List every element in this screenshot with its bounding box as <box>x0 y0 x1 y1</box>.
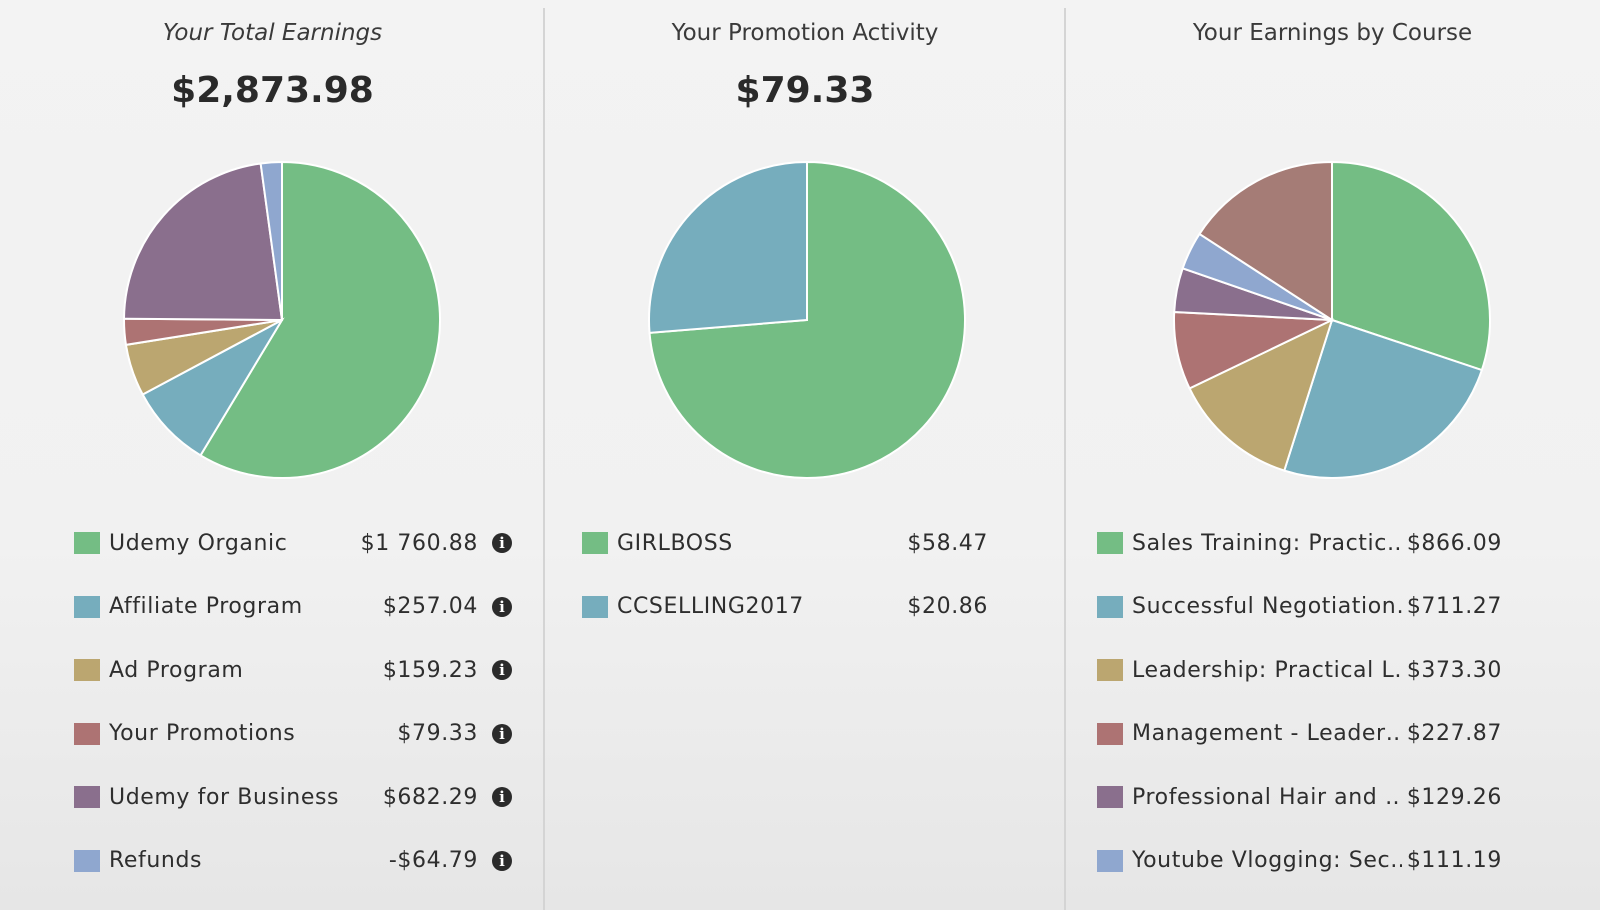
legend-item: Leadership: Practical L… <box>1097 650 1402 690</box>
legend-value: $866.09 <box>1406 530 1502 556</box>
promotion-activity-amount: $79.33 <box>735 70 875 111</box>
pie-slice-udemy-organic[interactable] <box>199 160 441 479</box>
total-earnings-panel: Your Total Earnings $2,873.98 Udemy Orga… <box>0 0 545 910</box>
legend-swatch <box>1097 786 1123 808</box>
legend-label: Sales Training: Practic… <box>1132 530 1402 556</box>
legend-label: Youtube Vlogging: Sec… <box>1132 848 1402 873</box>
legend-item: Successful Negotiation… <box>1097 587 1402 627</box>
earnings-by-course-panel: Your Earnings by Course Sales Training: … <box>1065 0 1600 910</box>
legend-swatch <box>74 849 100 872</box>
legend-swatch <box>1097 532 1123 554</box>
legend-label: Affiliate Program <box>109 594 303 619</box>
pie-slice-sales-training-practic[interactable] <box>1331 160 1491 372</box>
panel-divider <box>543 8 545 910</box>
legend-item: GIRLBOSS <box>582 523 733 563</box>
legend-value: $79.33 <box>397 721 478 746</box>
legend-label: Leadership: Practical L… <box>1132 657 1402 683</box>
legend-swatch <box>1097 849 1123 872</box>
earnings-by-course-pie[interactable] <box>1170 158 1494 482</box>
legend-value: $58.47 <box>907 530 988 556</box>
pie-slice-other[interactable] <box>1198 160 1333 322</box>
legend-swatch <box>1097 722 1123 745</box>
legend-label: Ad Program <box>109 657 244 683</box>
pie-slice-affiliate-program[interactable] <box>141 317 285 457</box>
legend-label: Udemy for Business <box>109 784 340 810</box>
panel-divider <box>1064 8 1066 910</box>
legend-item: Affiliate Program <box>74 587 303 627</box>
legend-value: $227.87 <box>1406 721 1502 746</box>
info-icon[interactable]: i <box>492 723 512 744</box>
legend-label: Your Promotions <box>109 721 296 746</box>
total-earnings-amount: $2,873.98 <box>171 70 374 111</box>
legend-item: Youtube Vlogging: Sec… <box>1097 841 1402 881</box>
legend-label: Udemy Organic <box>109 530 288 556</box>
legend-item: CCSELLING2017 <box>582 587 804 627</box>
legend-item: Professional Hair and … <box>1097 777 1402 817</box>
promotion-activity-title: Your Promotion Activity <box>671 20 939 46</box>
legend-value: $373.30 <box>1406 657 1502 683</box>
earnings-by-course-title: Your Earnings by Course <box>1192 20 1473 46</box>
legend-label: Management - Leader… <box>1132 721 1402 746</box>
promotion-activity-pie[interactable] <box>645 158 969 482</box>
legend-swatch <box>74 659 100 681</box>
total-earnings-pie[interactable] <box>120 158 444 482</box>
info-icon[interactable]: i <box>492 533 512 553</box>
pie-slice-udemy-for-business[interactable] <box>122 162 284 322</box>
info-icon[interactable]: i <box>492 787 512 807</box>
total-earnings-title: Your Total Earnings <box>162 20 383 46</box>
legend-value: $111.19 <box>1406 848 1502 873</box>
legend-value: -$64.79 <box>388 848 478 873</box>
legend-item: Ad Program <box>74 650 243 690</box>
legend-item: Udemy for Business <box>74 777 339 817</box>
info-icon[interactable]: i <box>492 660 512 680</box>
legend-label: CCSELLING2017 <box>617 594 804 619</box>
legend-label: Successful Negotiation… <box>1132 594 1402 619</box>
legend-item: Your Promotions <box>74 714 295 754</box>
promotion-activity-panel: Your Promotion Activity $79.33 GIRLBOSS $… <box>545 0 1065 910</box>
legend-swatch <box>582 532 608 554</box>
legend-item: Management - Leader… <box>1097 714 1402 754</box>
legend-value: $682.29 <box>382 784 478 810</box>
info-icon[interactable]: i <box>492 596 512 617</box>
legend-swatch <box>1097 595 1123 618</box>
legend-swatch <box>74 532 100 554</box>
pie-slice-leadership-practical-l[interactable] <box>1188 318 1334 472</box>
pie-slice-ccselling2017[interactable] <box>648 160 808 334</box>
legend-swatch <box>582 595 608 618</box>
legend-swatch <box>1097 659 1123 681</box>
legend-value: $159.23 <box>382 657 478 683</box>
pie-slice-refunds[interactable] <box>259 160 283 321</box>
legend-value: $20.86 <box>907 594 988 619</box>
legend-label: Refunds <box>109 848 203 873</box>
legend-item: Refunds <box>74 841 202 881</box>
legend-item: Sales Training: Practic… <box>1097 523 1402 563</box>
legend-value: $711.27 <box>1406 594 1502 619</box>
legend-swatch <box>74 722 100 745</box>
legend-value: $129.26 <box>1406 784 1502 810</box>
legend-value: $257.04 <box>382 594 478 619</box>
legend-value: $1 760.88 <box>360 530 478 556</box>
legend-label: GIRLBOSS <box>617 530 733 556</box>
pie-slice-successful-negotiation[interactable] <box>1283 318 1484 479</box>
legend-item: Udemy Organic <box>74 523 287 563</box>
legend-swatch <box>74 786 100 808</box>
legend-swatch <box>74 595 100 618</box>
info-icon[interactable]: i <box>492 850 512 871</box>
legend-label: Professional Hair and … <box>1132 784 1402 810</box>
